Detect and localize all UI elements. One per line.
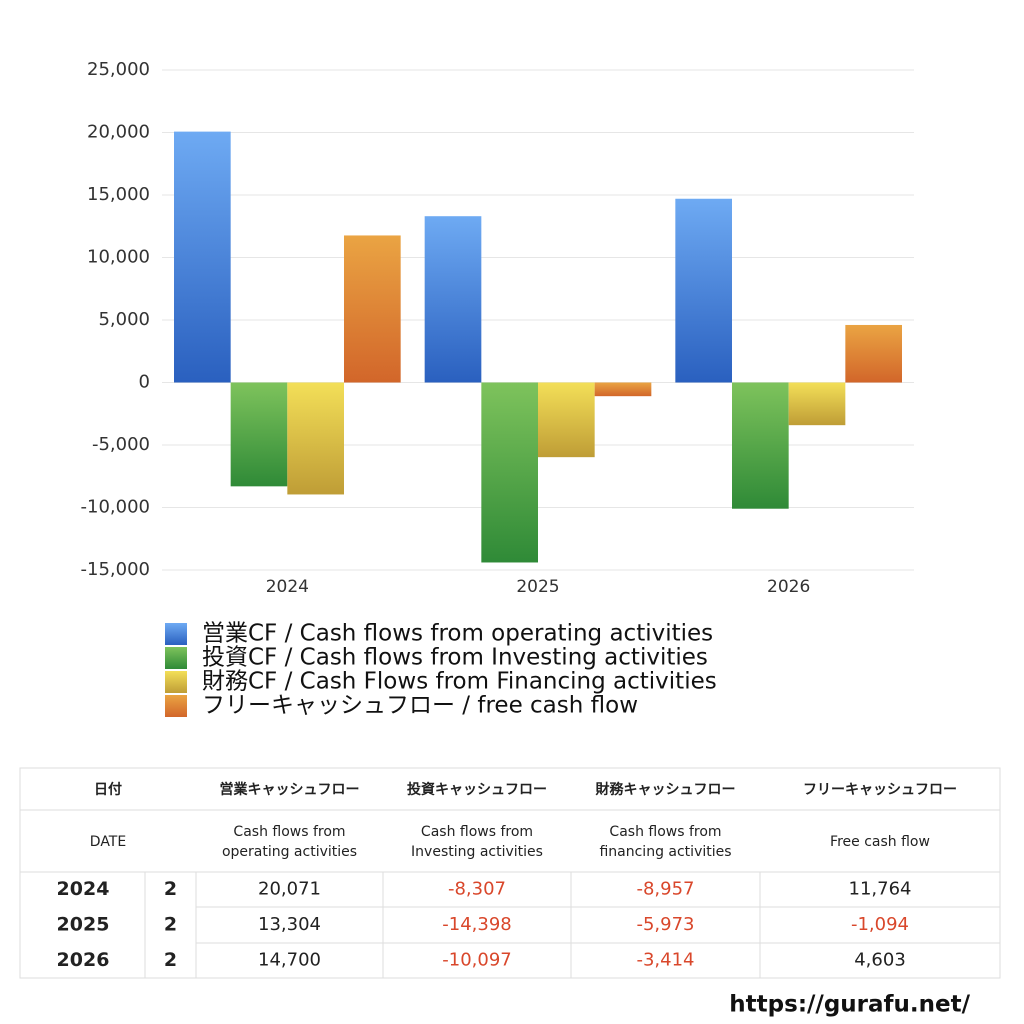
legend-label: 財務CF / Cash Flows from Financing activit…: [202, 669, 717, 695]
table-cell: 2026: [57, 949, 110, 971]
y-tick-label: 20,000: [87, 122, 150, 143]
x-tick-label: 2024: [266, 577, 309, 597]
table-header: 投資キャッシュフロー: [407, 781, 547, 798]
y-tick-label: 15,000: [87, 184, 150, 205]
bar: [538, 382, 595, 458]
y-tick-label: -15,000: [81, 559, 150, 580]
table-subheader: DATE: [90, 834, 126, 850]
x-tick-label: 2025: [516, 577, 559, 597]
table-cell: 13,304: [258, 914, 321, 935]
legend-swatch: [165, 671, 187, 693]
bar: [344, 235, 401, 383]
y-tick-label: 10,000: [87, 247, 150, 268]
table-cell: -3,414: [636, 950, 694, 971]
table-cell: 4,603: [854, 950, 906, 971]
table-cell: 2: [164, 949, 177, 971]
table-subheader: Cash flows from: [233, 824, 345, 840]
table-frame: [19, 767, 1001, 979]
legend-swatch: [165, 695, 187, 717]
table-cell: 2024: [57, 878, 110, 900]
table-subheader: financing activities: [599, 844, 731, 860]
table-subheader: Cash flows from: [421, 824, 533, 840]
table-cell: -5,973: [636, 914, 694, 935]
bar: [845, 324, 902, 383]
bar: [732, 382, 789, 509]
bar: [481, 382, 538, 563]
legend-label: 営業CF / Cash flows from operating activit…: [202, 621, 713, 647]
legend-label: フリーキャッシュフロー / free cash flow: [202, 693, 638, 719]
bar: [788, 382, 846, 426]
legend-swatch: [165, 623, 187, 645]
table-subheader: Cash flows from: [609, 824, 721, 840]
legend-label: 投資CF / Cash flows from Investing activit…: [202, 645, 708, 671]
table-cell: -8,957: [636, 879, 694, 900]
y-tick-label: -10,000: [81, 497, 150, 518]
table-header: 営業キャッシュフロー: [220, 781, 360, 798]
table-header: 日付: [94, 781, 122, 798]
y-tick-label: 5,000: [98, 309, 150, 330]
footer-url: https://gurafu.net/: [729, 992, 970, 1018]
y-tick-label: 25,000: [87, 59, 150, 80]
table-cell: 14,700: [258, 950, 321, 971]
table-header: 財務キャッシュフロー: [595, 781, 736, 798]
table-header: フリーキャッシュフロー: [803, 782, 957, 798]
table-subheader: operating activities: [222, 844, 357, 860]
legend-swatch: [165, 647, 187, 669]
table-cell: 11,764: [849, 879, 912, 900]
bar: [675, 198, 732, 383]
bar: [594, 382, 652, 397]
table-cell: 2: [164, 878, 177, 900]
bar: [424, 216, 482, 383]
bar: [174, 131, 231, 383]
table-cell: -8,307: [448, 879, 506, 900]
table-cell: -1,094: [851, 914, 909, 935]
table-cell: -10,097: [442, 950, 511, 971]
table-cell: -14,398: [442, 914, 511, 935]
bar: [287, 382, 344, 495]
y-tick-label: -5,000: [92, 434, 150, 455]
bar: [230, 382, 288, 487]
table-cell: 20,071: [258, 879, 321, 900]
table-cell: 2: [164, 914, 177, 936]
table-subheader: Free cash flow: [830, 834, 930, 850]
table-cell: 2025: [57, 914, 110, 936]
x-tick-label: 2026: [767, 577, 810, 597]
table-subheader: Investing activities: [411, 844, 543, 860]
y-tick-label: 0: [139, 372, 150, 393]
